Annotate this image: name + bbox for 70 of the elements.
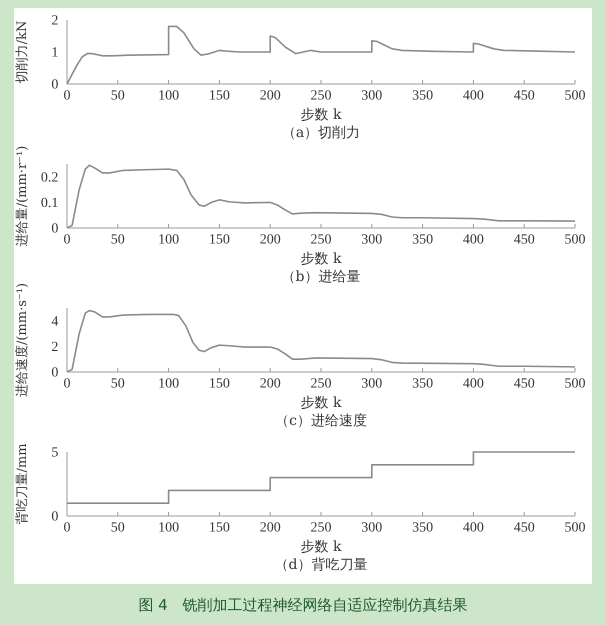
x-tick-label: 0 bbox=[64, 520, 70, 536]
y-axis-title: 背吃刀量/mm bbox=[15, 443, 30, 525]
text: （b）进给量 bbox=[282, 269, 360, 285]
x-tick-label: 150 bbox=[208, 88, 230, 104]
x-tick-label: 0 bbox=[64, 232, 70, 248]
x-tick-label: 450 bbox=[514, 520, 535, 536]
x-tick-label: 200 bbox=[260, 376, 281, 392]
text: （d）背吃刀量 bbox=[274, 557, 368, 573]
x-tick-label: 100 bbox=[158, 520, 180, 536]
x-tick-label: 250 bbox=[310, 520, 332, 536]
y-axis-title: 进给量/(mm·r⁻¹) bbox=[15, 146, 30, 246]
x-tick-label: 400 bbox=[462, 232, 484, 248]
x-tick-label: 50 bbox=[110, 232, 125, 248]
text: （a）切削力 bbox=[282, 125, 360, 141]
x-tick-label: 500 bbox=[564, 376, 586, 392]
x-axis-title: 步数 k bbox=[300, 251, 342, 267]
x-tick-label: 300 bbox=[361, 520, 382, 536]
x-tick-label: 350 bbox=[412, 232, 434, 248]
x-tick-label: 400 bbox=[462, 88, 484, 104]
x-tick-label: 250 bbox=[310, 88, 332, 104]
x-tick-label: 200 bbox=[260, 232, 281, 248]
x-tick-label: 350 bbox=[412, 88, 434, 104]
x-tick-label: 450 bbox=[514, 88, 535, 104]
y-axis-title: 进给速度/(mm·s⁻¹) bbox=[14, 282, 30, 398]
caption: 图 4 铣削加工过程神经网络自适应控制仿真结果 bbox=[137, 596, 469, 615]
y-tick-label: 0 bbox=[51, 77, 58, 92]
y-tick-label: 2 bbox=[51, 340, 58, 355]
x-tick-label: 450 bbox=[514, 376, 535, 392]
y-tick-label: 2 bbox=[51, 13, 58, 28]
x-axis-title: 步数 k bbox=[300, 107, 342, 123]
x-tick-label: 0 bbox=[64, 376, 70, 392]
x-tick-label: 150 bbox=[208, 376, 230, 392]
line-series bbox=[66, 310, 576, 373]
y-axis-title: 切削力/kN bbox=[15, 20, 30, 84]
x-tick-label: 500 bbox=[564, 232, 586, 248]
y-tick-label: 1 bbox=[51, 45, 58, 60]
x-tick-label: 150 bbox=[208, 520, 230, 536]
x-tick-label: 100 bbox=[158, 232, 180, 248]
line-series bbox=[66, 164, 576, 229]
x-tick-label: 350 bbox=[412, 376, 434, 392]
x-tick-label: 150 bbox=[208, 232, 230, 248]
x-tick-label: 250 bbox=[310, 376, 332, 392]
x-tick-label: 50 bbox=[110, 88, 125, 104]
text: （c）进给速度 bbox=[275, 413, 367, 429]
y-tick-label: 0 bbox=[51, 365, 58, 380]
y-tick-label: 0.1 bbox=[40, 196, 58, 211]
x-tick-label: 500 bbox=[564, 88, 586, 104]
x-axis-title: 步数 k bbox=[300, 539, 342, 555]
x-tick-label: 200 bbox=[260, 88, 281, 104]
x-tick-label: 250 bbox=[310, 232, 332, 248]
x-tick-label: 450 bbox=[514, 232, 535, 248]
y-tick-label: 0 bbox=[51, 221, 58, 236]
x-tick-label: 50 bbox=[110, 376, 125, 392]
x-tick-label: 500 bbox=[564, 520, 586, 536]
x-tick-label: 300 bbox=[361, 88, 382, 104]
y-tick-label: 4 bbox=[51, 314, 58, 330]
x-tick-label: 400 bbox=[462, 376, 484, 392]
x-tick-label: 350 bbox=[412, 520, 434, 536]
y-tick-label: 0.2 bbox=[40, 170, 58, 186]
x-axis-title: 步数 k bbox=[300, 395, 342, 411]
x-tick-label: 300 bbox=[361, 232, 382, 248]
x-tick-label: 100 bbox=[158, 376, 180, 392]
x-tick-label: 400 bbox=[462, 520, 484, 536]
x-tick-label: 0 bbox=[64, 88, 70, 104]
x-tick-label: 100 bbox=[158, 88, 180, 104]
y-tick-label: 5 bbox=[51, 445, 58, 460]
x-tick-label: 200 bbox=[260, 520, 281, 536]
x-tick-label: 50 bbox=[110, 520, 125, 536]
y-tick-label: 0 bbox=[51, 509, 58, 524]
x-tick-label: 300 bbox=[361, 376, 382, 392]
